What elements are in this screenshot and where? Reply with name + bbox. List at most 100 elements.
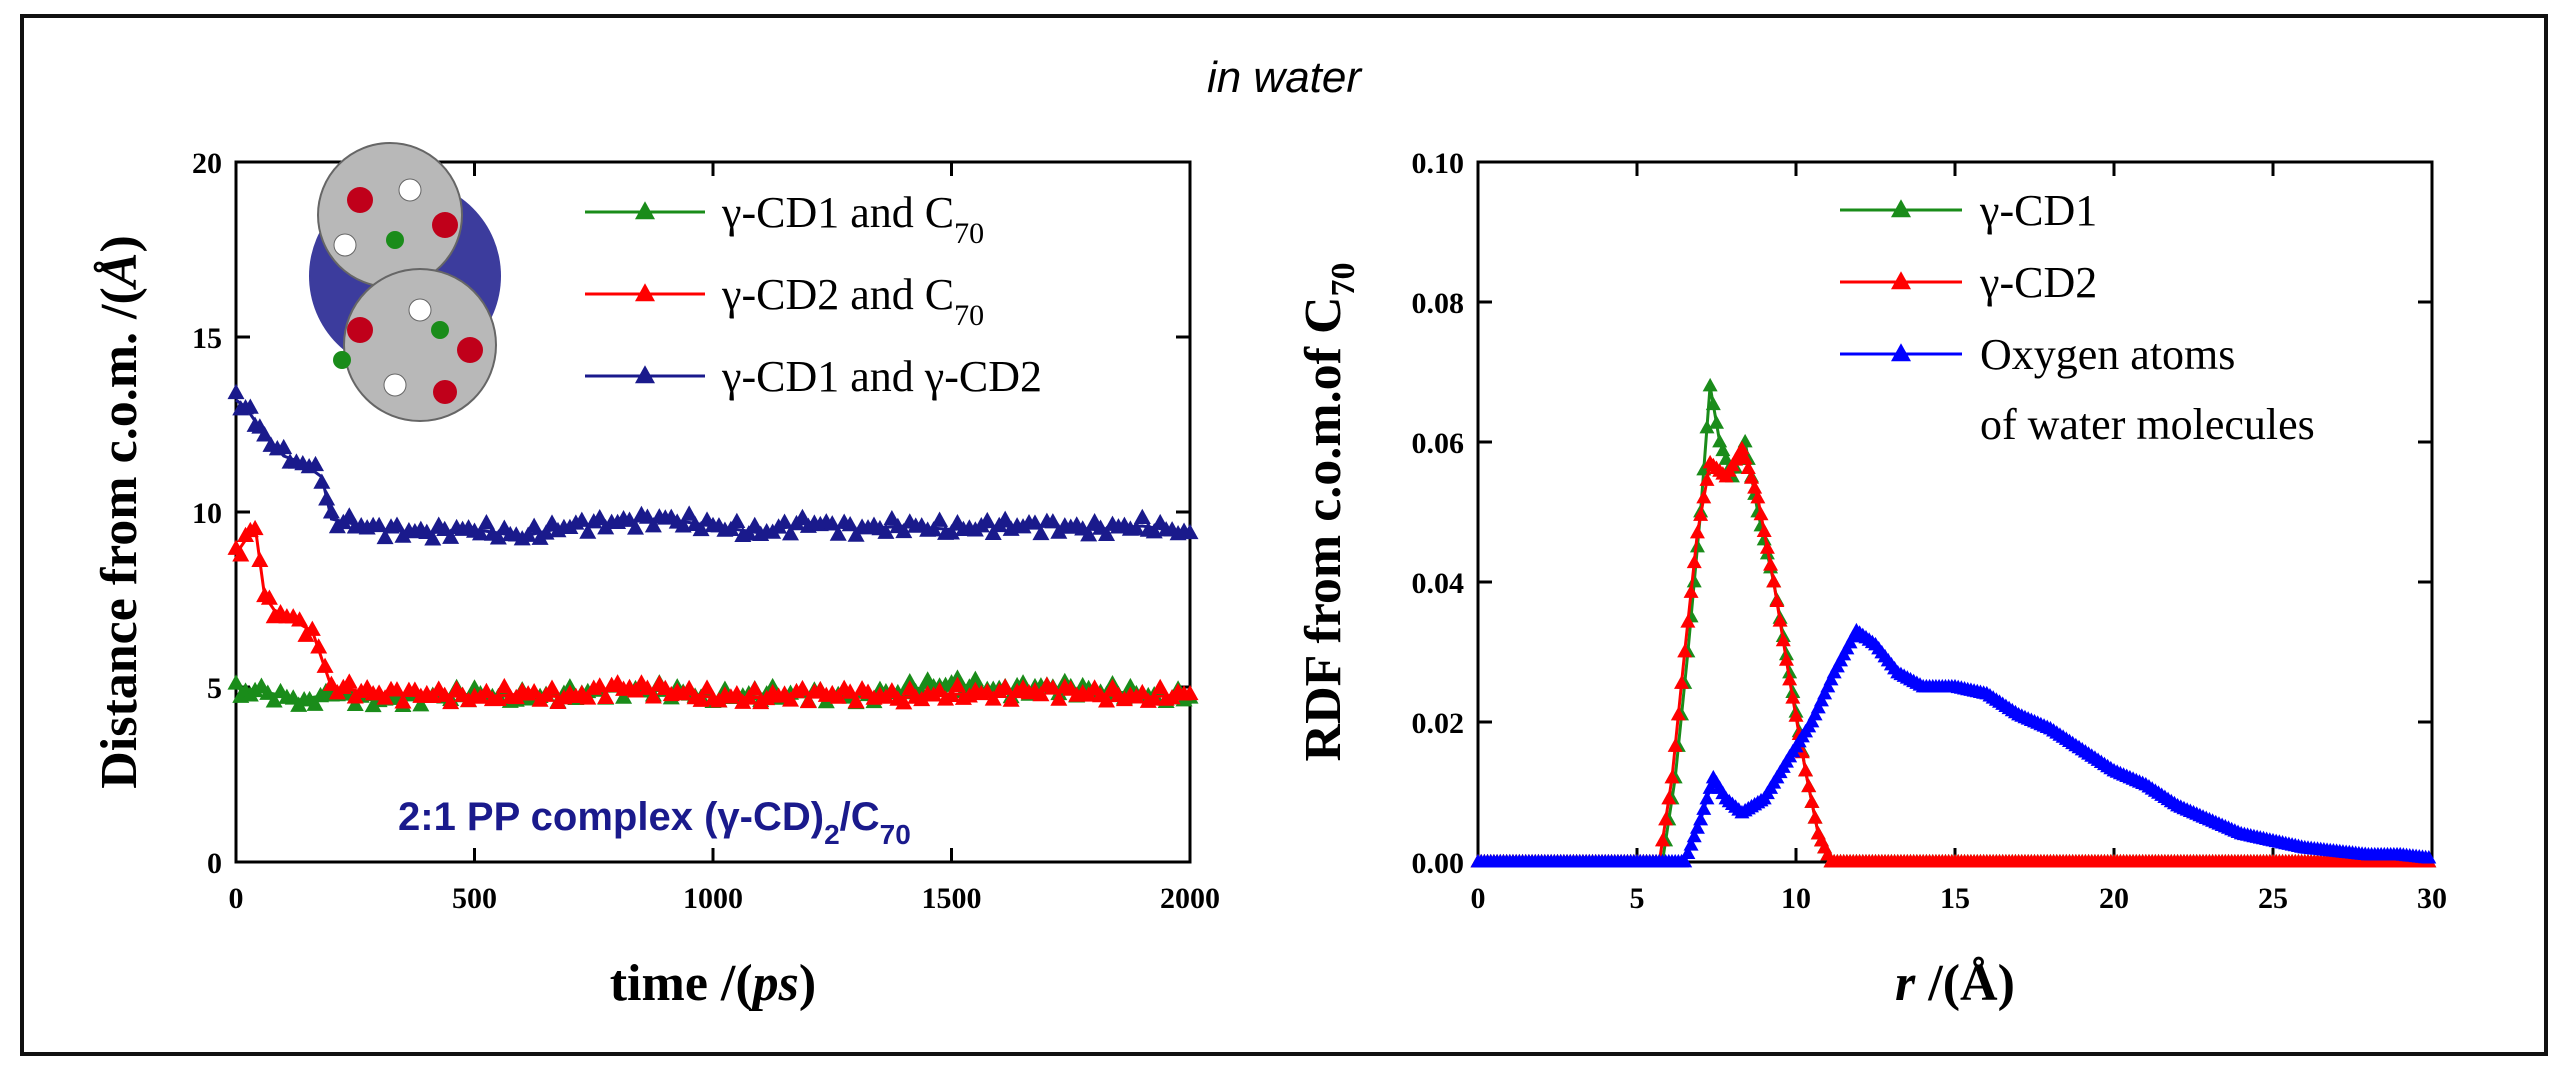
left-data-point [591,509,609,525]
right-ytick-label: 0.10 [1412,147,1465,180]
rdf-chart: 0 5 10 15 20 25 30 0.00 0.02 0.04 0.06 0.08 0.10 γ-CD… [1295,147,2447,1012]
right-ytick-label: 0.04 [1412,567,1465,600]
left-series-2 [227,383,1199,546]
left-data-point [841,515,859,532]
right-data-point [1699,419,1715,434]
left-data-point [291,611,309,627]
left-data-point [793,679,811,696]
right-xtick-label: 30 [2417,882,2447,915]
right-data-point [1753,506,1769,521]
left-data-point [310,638,328,654]
left-data-point [227,383,245,400]
left-data-point [260,589,278,605]
right-data-point [1740,460,1756,474]
left-data-point [1145,523,1163,539]
left-data-point [746,516,764,533]
right-data-point [1750,489,1766,504]
left-data-point [370,516,388,533]
left-data-point [597,688,615,704]
left-data-point [1181,684,1199,701]
left-data-point [799,692,817,709]
left-data-point [925,521,943,537]
left-data-point [680,505,698,521]
right-data-point [1709,415,1724,429]
left-data-point [740,525,758,541]
left-xtick-label: 1500 [922,882,982,915]
left-data-point [1098,692,1116,708]
left-data-point [489,690,507,706]
right-legend-item: γ-CD1 [1840,186,2097,235]
left-data-point [948,676,966,692]
left-data-point [847,692,865,709]
left-data-point [1032,685,1050,702]
left-data-point [626,519,644,535]
left-data-point [931,681,949,698]
right-xtick-label: 5 [1630,882,1645,915]
left-xtick-label: 500 [452,882,497,915]
right-data-point [1674,675,1690,689]
left-data-point [1127,520,1145,536]
right-ytick-label: 0.02 [1412,707,1465,740]
left-data-point [984,524,1002,541]
left-data-point [692,520,710,537]
left-data-point [692,691,710,707]
legend-marker [1891,271,1911,290]
left-data-point [579,689,597,705]
right-series-line [1478,628,2433,864]
right-series-2 [1470,622,2437,868]
left-data-point [376,528,394,545]
left-data-point [519,526,537,542]
left-legend: γ-CD1 and C70 γ-CD2 and C70 γ-CD1 and γ-CD… [585,188,1042,401]
legend-marker [1891,199,1911,218]
left-data-point [442,693,460,710]
left-data-point [591,677,609,693]
left-y-axis-label: Distance from c.o.m. /(Å) [91,235,148,789]
right-data-point [1712,433,1728,448]
right-data-point [1683,837,1699,851]
right-data-point [1807,810,1823,824]
right-data-point [1702,377,1718,392]
right-legend-item: γ-CD2 [1840,258,2097,307]
right-data-point [1658,811,1674,826]
left-data-point [1145,690,1163,706]
right-data-point [1667,738,1683,752]
right-series-line [1478,385,2432,864]
left-data-point [943,686,960,703]
left-data-point [246,519,264,536]
left-data-point [1044,513,1062,529]
left-data-point [895,522,913,539]
right-y-axis-label: RDF from c.o.m.of C70 [1295,263,1362,762]
left-data-point [823,515,841,531]
right-data-point [1785,690,1801,704]
right-data-point [1683,584,1699,598]
left-data-point [322,503,340,519]
right-data-point [1788,708,1804,722]
left-legend-label: γ-CD1 and γ-CD2 [721,352,1042,401]
left-series-1 [227,519,1199,710]
right-xtick-label: 0 [1471,882,1486,915]
left-data-point [847,526,865,542]
right-data-point [1689,524,1705,539]
right-data-point [1801,778,1817,793]
left-data-point [615,688,633,704]
left-data-point [782,525,800,541]
left-data-point [313,473,331,489]
left-data-point [388,681,406,697]
right-data-point [1782,671,1798,686]
left-data-point [1098,525,1116,541]
left-data-point [728,512,746,529]
left-data-point [424,530,442,546]
left-data-point [265,692,283,708]
right-series-1 [1470,440,2437,868]
right-data-point [1670,706,1686,721]
legend-marker [1891,343,1911,362]
right-legend: γ-CD1 γ-CD2 Oxygen atoms of water molecules [1840,186,2315,449]
right-data-point [1775,632,1791,647]
right-data-point [1693,811,1709,826]
left-data-point [996,510,1014,526]
left-data-point [340,507,358,523]
right-data-point [1763,557,1779,571]
legend-marker [635,283,655,302]
